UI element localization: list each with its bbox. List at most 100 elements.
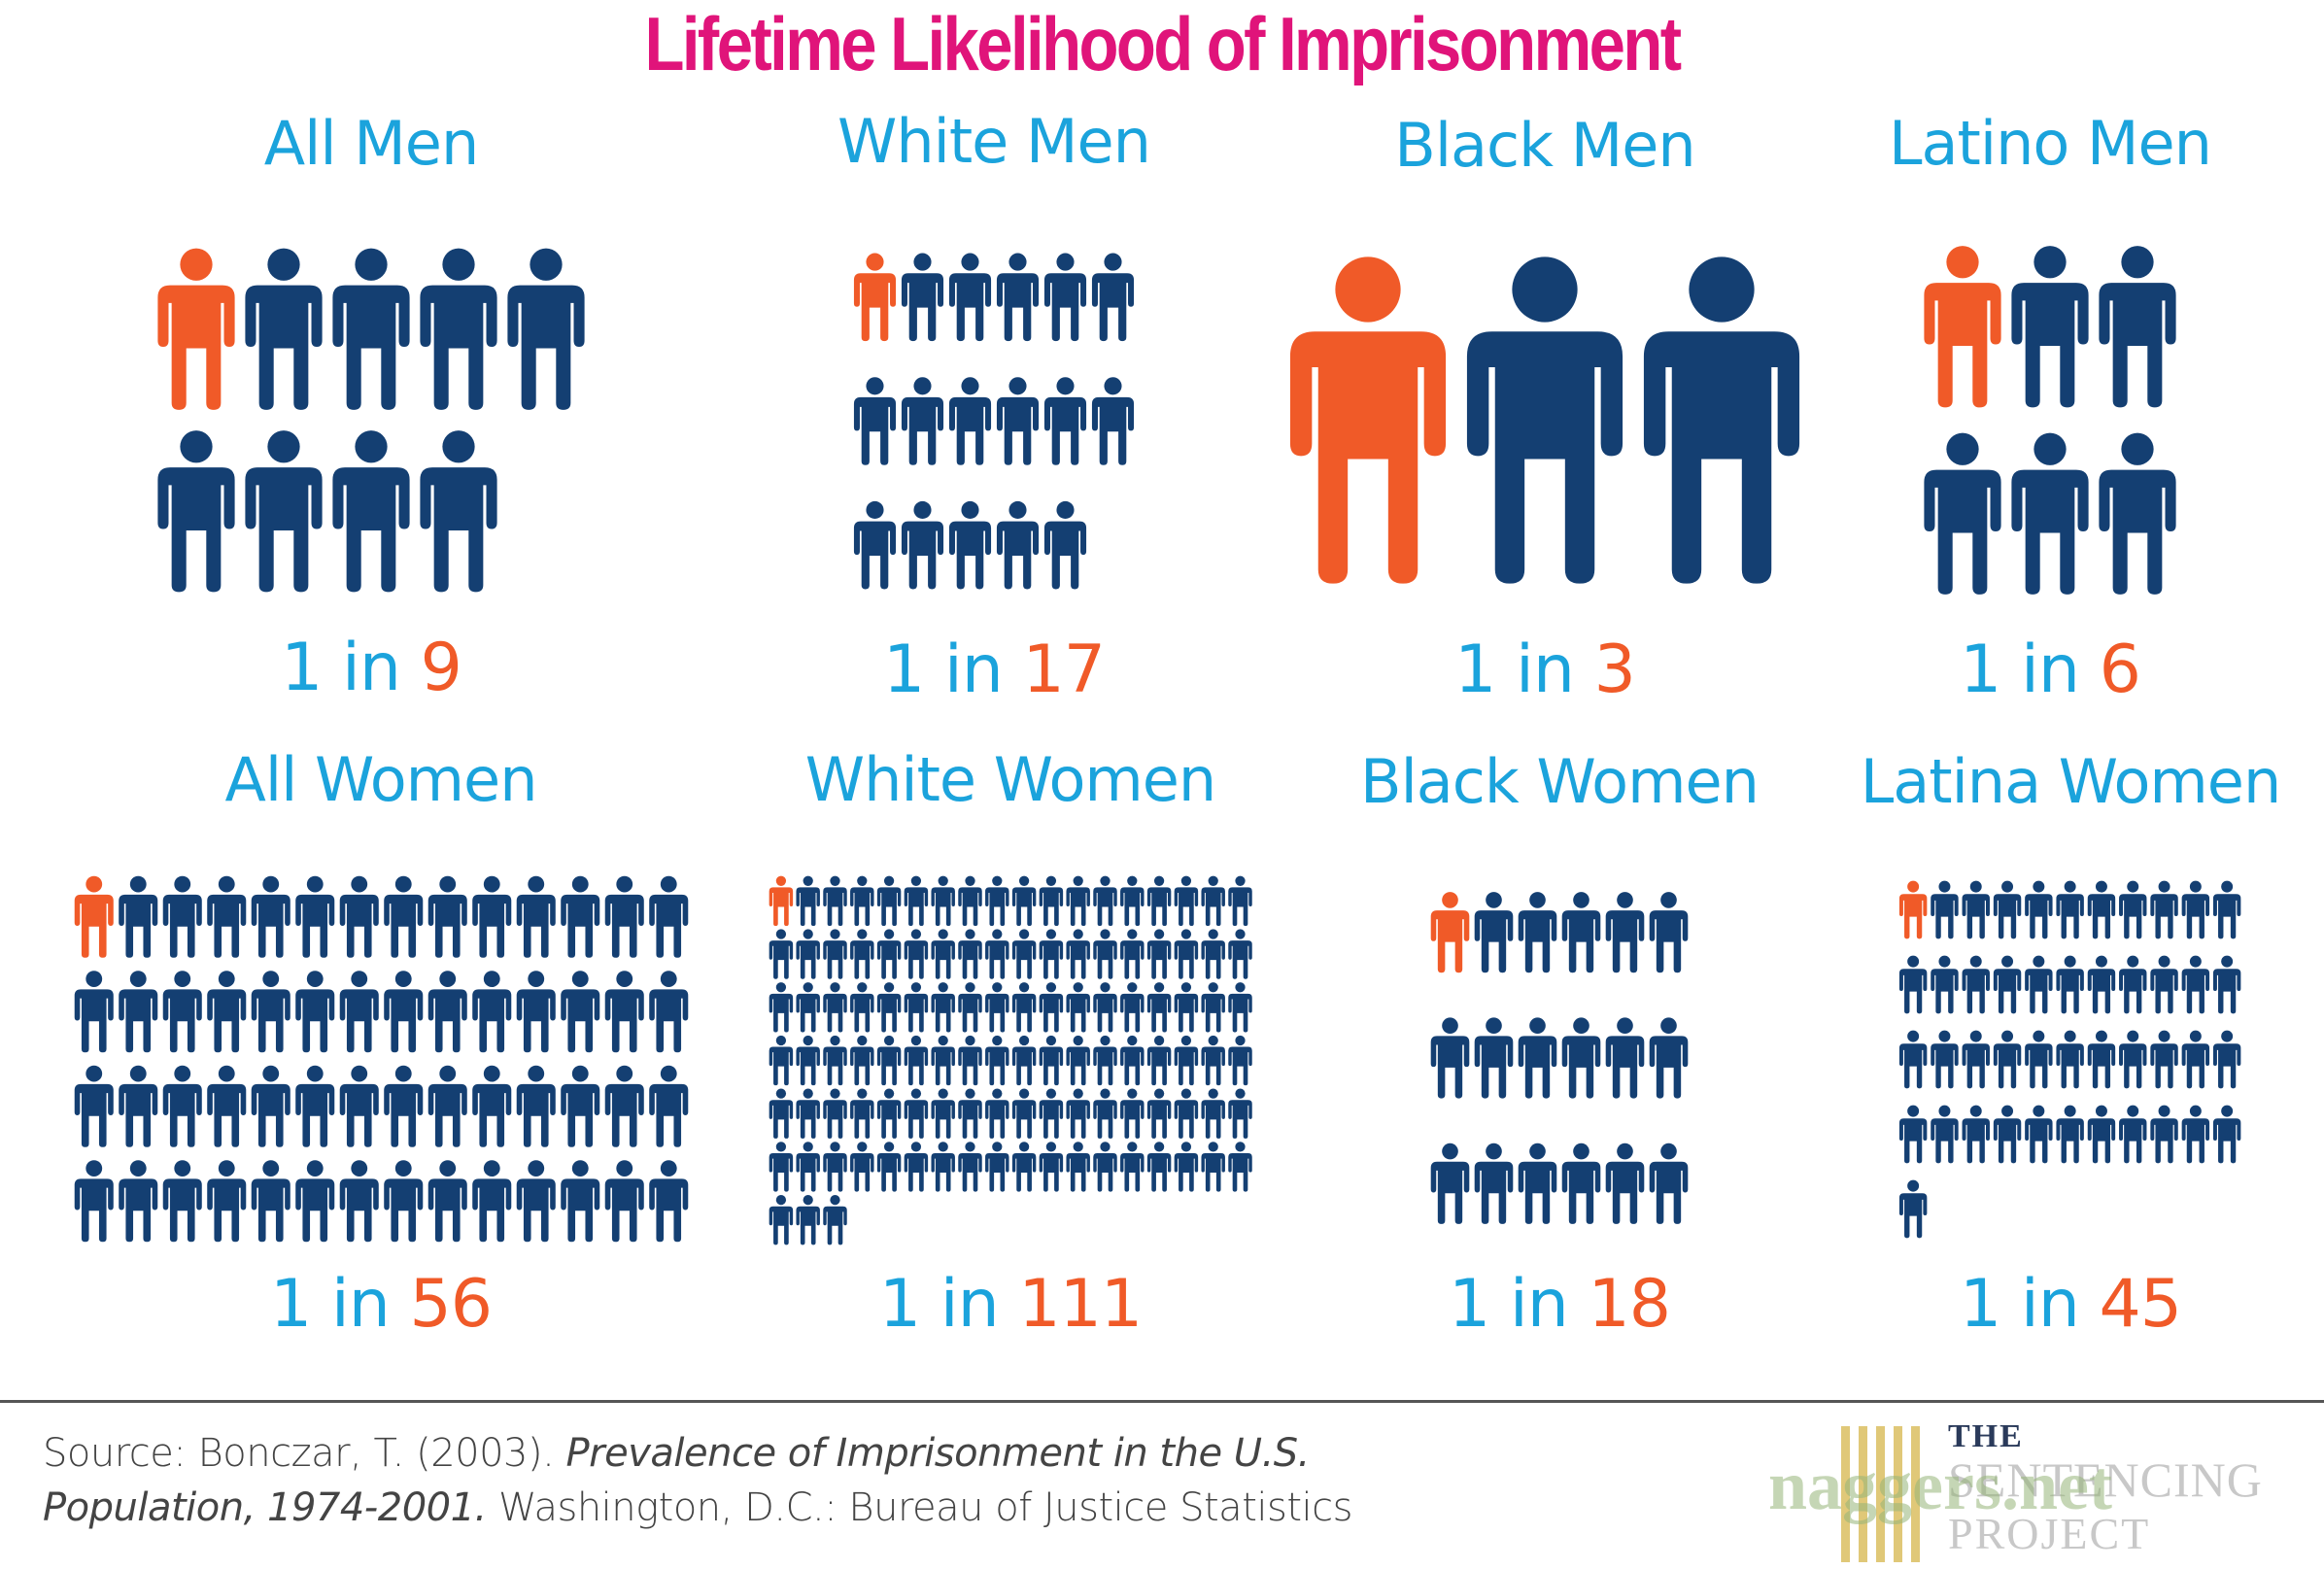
person-icon <box>383 971 423 1053</box>
person-icon <box>1201 929 1225 979</box>
person-icon <box>516 1160 556 1243</box>
person-icon <box>2181 880 2210 939</box>
person-icon <box>1146 1142 1172 1192</box>
panel-label: Black Men <box>1394 110 1695 181</box>
person-icon <box>471 971 511 1053</box>
person-icon <box>1962 1030 1991 1089</box>
person-icon <box>1174 875 1198 927</box>
person-icon <box>1561 1143 1601 1224</box>
person-icon <box>245 248 323 410</box>
person-icon <box>1994 1105 2022 1164</box>
ratio-prefix: 1 in <box>1959 1266 2100 1343</box>
person-icon <box>876 875 902 927</box>
panel-label: White Women <box>804 744 1216 815</box>
person-icon <box>1146 875 1172 927</box>
divider <box>0 1400 2324 1403</box>
person-icon <box>931 875 955 927</box>
person-icon <box>823 929 847 979</box>
person-icon <box>1093 982 1117 1033</box>
ratio-label: 1 in 17 <box>605 633 1383 707</box>
person-icon <box>339 1160 379 1243</box>
pictogram-grid <box>1899 880 2241 1239</box>
ratio-prefix: 1 in <box>1960 631 2100 708</box>
pictogram-grid <box>74 875 688 1243</box>
person-icon <box>849 929 874 979</box>
ratio-denominator: 111 <box>1018 1266 1143 1343</box>
person-icon <box>2181 1105 2210 1164</box>
person-icon-highlight <box>1289 256 1447 584</box>
person-icon <box>958 1035 982 1086</box>
person-icon <box>958 875 982 927</box>
person-icon <box>1011 929 1037 979</box>
pictogram-grid <box>853 253 1135 590</box>
person-icon <box>516 875 556 958</box>
person-icon <box>1146 929 1172 979</box>
person-icon <box>823 1088 847 1139</box>
person-icon <box>1201 1142 1225 1192</box>
person-icon <box>471 1065 511 1147</box>
person-icon <box>1649 1143 1689 1224</box>
person-icon <box>471 1160 511 1243</box>
person-icon <box>471 875 511 958</box>
ratio-label: 1 in 18 <box>1171 1268 1948 1342</box>
person-icon <box>251 1065 290 1147</box>
ratio-label: 1 in 9 <box>0 631 760 705</box>
person-icon-highlight <box>74 875 114 958</box>
person-icon <box>1649 1017 1689 1099</box>
ratio-denominator: 56 <box>409 1266 493 1343</box>
person-icon <box>2088 1030 2116 1089</box>
ratio-denominator: 45 <box>2099 1266 2182 1343</box>
person-icon <box>2213 955 2241 1014</box>
person-icon <box>849 1088 874 1139</box>
person-icon <box>1119 1142 1145 1192</box>
person-icon <box>1466 256 1623 584</box>
person-icon <box>560 971 599 1053</box>
person-icon <box>769 1088 793 1139</box>
person-icon <box>1561 892 1601 973</box>
person-icon <box>427 971 467 1053</box>
person-icon <box>251 971 290 1053</box>
person-icon <box>1962 955 1991 1014</box>
person-icon <box>2150 1030 2179 1089</box>
person-icon <box>876 1142 902 1192</box>
person-icon <box>823 982 847 1033</box>
person-icon <box>560 1065 599 1147</box>
person-icon <box>2213 880 2241 939</box>
pictogram-grid <box>769 875 1252 1245</box>
person-icon <box>2088 880 2116 939</box>
person-icon-highlight <box>769 875 793 927</box>
person-icon <box>2099 432 2176 595</box>
person-icon <box>1474 1017 1514 1099</box>
person-icon <box>1119 929 1145 979</box>
person-icon <box>2099 246 2176 408</box>
person-icon <box>339 875 379 958</box>
person-icon <box>294 971 334 1053</box>
ratio-prefix: 1 in <box>1448 1266 1589 1343</box>
person-icon <box>2056 1105 2085 1164</box>
person-icon <box>1011 1088 1037 1139</box>
logo-line-3: PROJECT <box>1948 1509 2151 1558</box>
person-icon <box>1119 1088 1145 1139</box>
person-icon <box>996 500 1040 590</box>
ratio-label: 1 in 3 <box>1156 633 1933 707</box>
person-icon <box>1962 880 1991 939</box>
person-icon <box>1066 1035 1090 1086</box>
person-icon-highlight <box>1899 880 1928 939</box>
person-icon <box>1119 875 1145 927</box>
person-icon <box>1931 880 1960 939</box>
person-icon <box>1174 982 1198 1033</box>
person-icon <box>1066 1142 1090 1192</box>
person-icon <box>2025 1105 2053 1164</box>
person-icon <box>823 875 847 927</box>
person-icon-highlight <box>157 248 235 410</box>
person-icon <box>904 929 928 979</box>
person-icon <box>1091 377 1135 465</box>
person-icon <box>1994 1030 2022 1089</box>
person-icon <box>162 1160 202 1243</box>
person-icon <box>996 253 1040 342</box>
person-icon <box>162 1065 202 1147</box>
source-suffix: Washington, D.C.: Bureau of Justice Stat… <box>486 1485 1352 1530</box>
person-icon <box>823 1035 847 1086</box>
person-icon <box>604 1065 644 1147</box>
source-title: Prevalence of Imprisonment in the U.S. P… <box>43 1431 1310 1530</box>
